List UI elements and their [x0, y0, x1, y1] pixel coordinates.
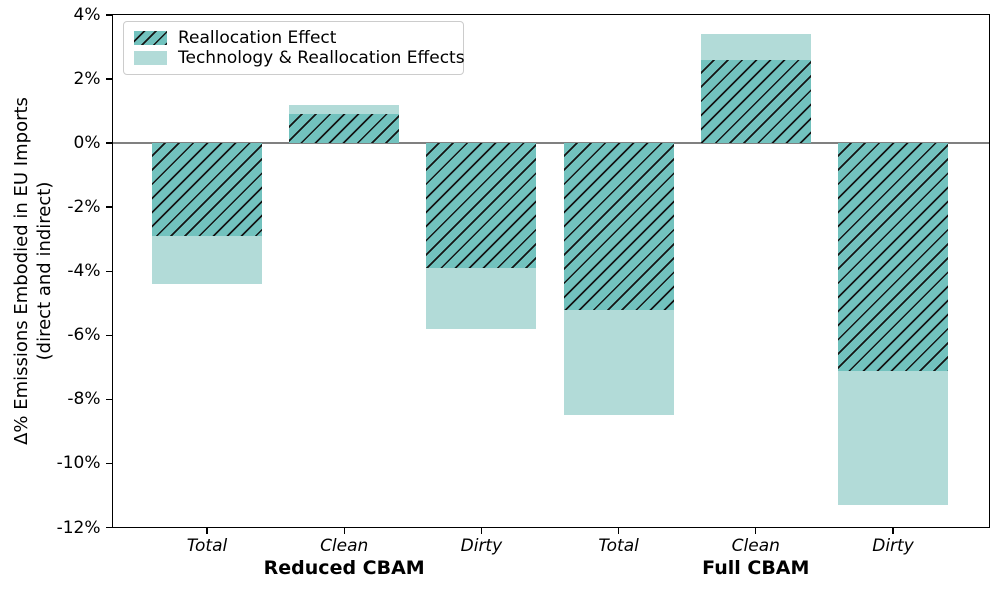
x-tick-mark: [892, 527, 894, 534]
y-tick-mark: [105, 334, 113, 336]
x-category-label: Dirty: [460, 535, 503, 556]
group-label: Full CBAM: [702, 556, 810, 579]
bar-clean-4-hatched: [700, 59, 811, 144]
y-axis-label: Δ% Emissions Embodied in EU Imports (dir…: [10, 97, 56, 445]
x-tick-mark: [206, 527, 208, 534]
legend-swatch-solid-icon: [134, 51, 167, 65]
y-tick-label: -4%: [67, 261, 101, 282]
legend-swatch-hatched-icon: [134, 31, 167, 45]
bar-dirty-5-hatched: [838, 143, 948, 371]
x-category-label: Clean: [320, 535, 369, 556]
y-tick-label: 2%: [73, 69, 101, 90]
x-category-label: Total: [598, 535, 639, 556]
zero-reference-line: [112, 142, 990, 144]
y-tick-mark: [105, 206, 113, 208]
y-tick-mark: [105, 78, 113, 80]
bar-total-0-hatched: [152, 143, 262, 237]
x-category-label: Clean: [731, 535, 780, 556]
x-tick-mark: [480, 527, 483, 534]
legend-item-technology-reallocation-effects: Technology & Reallocation Effects: [134, 48, 465, 68]
y-tick-mark: [105, 526, 113, 529]
y-tick-mark: [105, 462, 113, 465]
y-tick-label: 4%: [73, 5, 101, 25]
x-tick-mark: [755, 527, 757, 534]
y-tick-mark: [105, 270, 113, 272]
y-tick-mark: [105, 142, 113, 144]
bar-total-3-hatched: [563, 143, 674, 310]
y-axis-label-line1: Δ% Emissions Embodied in EU Imports: [11, 97, 32, 445]
y-tick-label: -8%: [67, 389, 101, 410]
y-tick-mark: [105, 398, 113, 401]
y-tick-label: -12%: [56, 517, 101, 538]
bar-clean-1-hatched: [289, 114, 400, 144]
x-tick-mark: [343, 527, 345, 534]
legend-label-technology-reallocation-effects: Technology & Reallocation Effects: [178, 48, 465, 68]
legend: Reallocation Effect Technology & Realloc…: [123, 21, 465, 75]
y-tick-label: -6%: [67, 325, 101, 346]
y-tick-label: -2%: [67, 197, 101, 218]
y-tick-label: 0%: [73, 133, 101, 154]
legend-item-reallocation-effect: Reallocation Effect: [134, 28, 453, 48]
x-tick-mark: [617, 527, 620, 534]
x-category-label: Dirty: [872, 535, 914, 556]
y-tick-mark: [105, 14, 113, 16]
group-label: Reduced CBAM: [263, 556, 425, 579]
x-category-label: Total: [186, 535, 228, 556]
bar-dirty-2-hatched: [426, 143, 537, 269]
y-tick-label: -10%: [56, 453, 101, 474]
legend-label-reallocation-effect: Reallocation Effect: [178, 28, 337, 48]
y-axis-label-line2: (direct and indirect): [34, 181, 55, 361]
